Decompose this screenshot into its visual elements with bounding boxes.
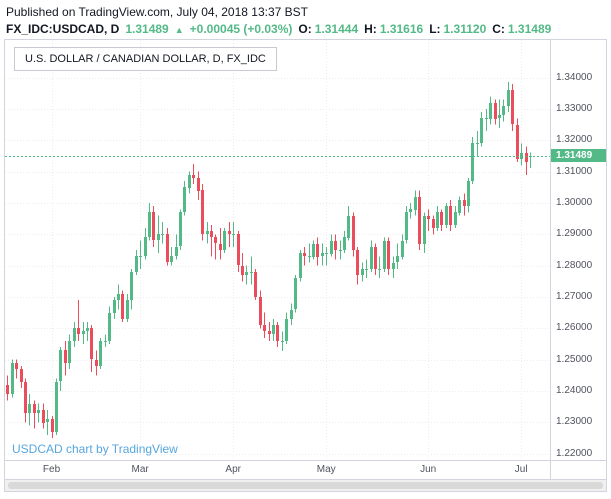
symbol-name: FX_IDC:USDCAD, D bbox=[6, 22, 120, 36]
price-tick-label: 1.33000 bbox=[556, 103, 593, 114]
published-line: Published on TradingView.com, July 04, 2… bbox=[6, 5, 308, 19]
price-tick-label: 1.28000 bbox=[556, 260, 593, 271]
close-value: 1.31489 bbox=[507, 22, 552, 36]
price-tick-label: 1.29000 bbox=[556, 228, 593, 239]
price-change: +0.00045 (+0.03%) bbox=[189, 22, 293, 36]
time-axis[interactable]: Feb Mar Apr May Jun Jul bbox=[5, 460, 550, 479]
axis-corner bbox=[550, 460, 606, 479]
price-tick-label: 1.34000 bbox=[556, 72, 593, 83]
last-price: 1.31489 bbox=[125, 22, 169, 36]
price-tick-label: 1.30000 bbox=[556, 197, 593, 208]
open-value: 1.31444 bbox=[314, 22, 359, 36]
time-tick-label: May bbox=[316, 464, 336, 475]
price-tick-label: 1.24000 bbox=[556, 385, 593, 396]
tradingview-watermark-link[interactable]: USDCAD chart by TradingView bbox=[12, 442, 178, 456]
time-tick-label: Feb bbox=[42, 464, 61, 475]
close-value-group: C: 1.31489 bbox=[492, 22, 551, 36]
low-label: L: bbox=[429, 22, 441, 36]
open-label: O: bbox=[298, 22, 312, 36]
last-price-badge: 1.31489 bbox=[551, 149, 606, 162]
price-tick-label: 1.23000 bbox=[556, 416, 593, 427]
time-tick-label: Jun bbox=[420, 464, 437, 475]
price-tick-label: 1.27000 bbox=[556, 291, 593, 302]
open-value-group: O: 1.31444 bbox=[298, 22, 358, 36]
high-label: H: bbox=[364, 22, 377, 36]
low-value: 1.31120 bbox=[443, 22, 487, 36]
price-tick-label: 1.32000 bbox=[556, 134, 593, 145]
symbol-bar: FX_IDC:USDCAD, D 1.31489 ▲ +0.00045 (+0.… bbox=[0, 20, 611, 39]
chart-scrollbar[interactable] bbox=[5, 479, 606, 491]
time-tick-label: Mar bbox=[131, 464, 149, 475]
price-axis[interactable]: 1.31489 1.34000 1.33000 1.32000 1.31000 1.30… bbox=[550, 40, 606, 460]
up-arrow-icon: ▲ bbox=[174, 25, 184, 35]
close-label: C: bbox=[492, 22, 505, 36]
chart-area: U.S. DOLLAR / CANADIAN DOLLAR, D, FX_IDC… bbox=[4, 39, 607, 492]
scrollbar-handle[interactable] bbox=[8, 482, 603, 489]
price-tick-label: 1.26000 bbox=[556, 322, 593, 333]
price-tick-label: 1.22000 bbox=[556, 448, 593, 459]
candlestick-chart[interactable] bbox=[5, 40, 550, 460]
time-axis-row: Feb Mar Apr May Jun Jul bbox=[5, 460, 606, 479]
time-tick-label: Apr bbox=[225, 464, 241, 475]
high-value: 1.31616 bbox=[379, 22, 424, 36]
low-value-group: L: 1.31120 bbox=[429, 22, 486, 36]
time-tick-label: Jul bbox=[514, 464, 528, 475]
plot-area[interactable]: U.S. DOLLAR / CANADIAN DOLLAR, D, FX_IDC… bbox=[5, 40, 550, 460]
price-tick-label: 1.25000 bbox=[556, 354, 593, 365]
chart-legend: U.S. DOLLAR / CANADIAN DOLLAR, D, FX_IDC bbox=[14, 47, 277, 71]
high-value-group: H: 1.31616 bbox=[364, 22, 423, 36]
price-tick-label: 1.31000 bbox=[556, 166, 593, 177]
chart-main-row: U.S. DOLLAR / CANADIAN DOLLAR, D, FX_IDC… bbox=[5, 40, 606, 460]
